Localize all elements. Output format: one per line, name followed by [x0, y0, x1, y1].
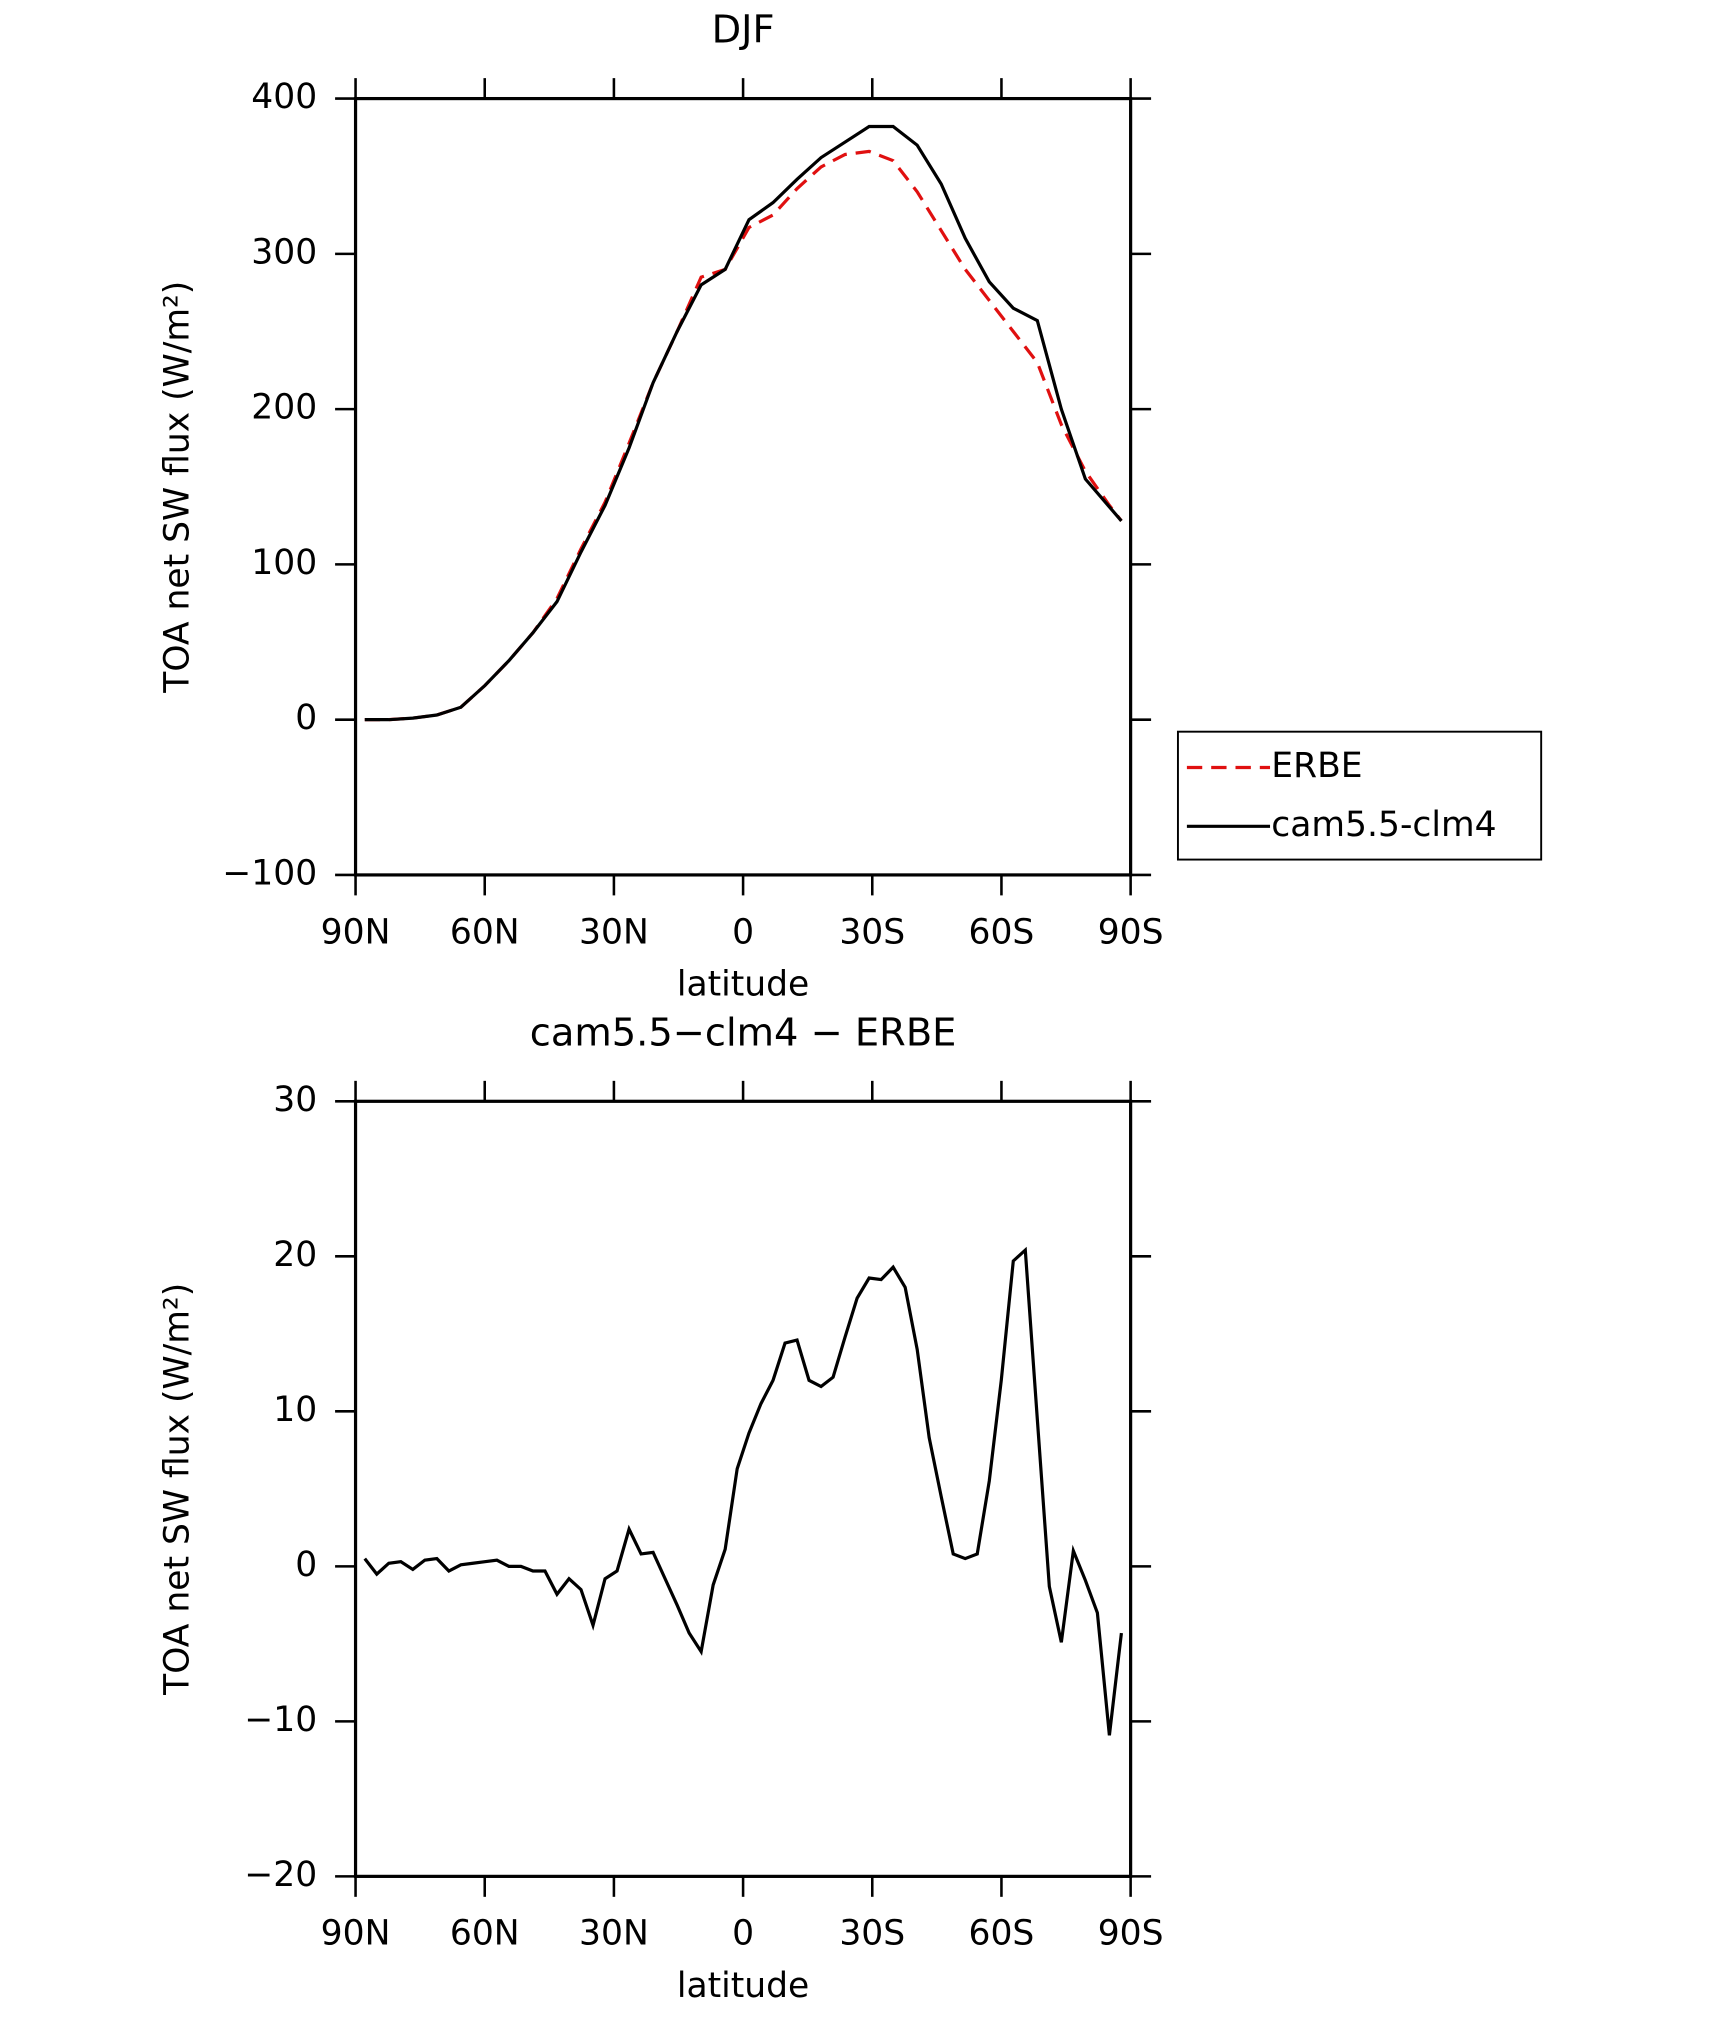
x-tick-label: 60N [450, 912, 520, 952]
x-tick-label: 0 [732, 912, 754, 952]
x-tick-label: 90S [1098, 1914, 1164, 1954]
x-tick-label: 30S [839, 912, 905, 952]
legend-label: cam5.5-clm4 [1271, 805, 1496, 845]
plot-frame [353, 96, 1133, 877]
y-tick-label: −20 [244, 1855, 317, 1895]
y-tick-label: 100 [251, 543, 317, 583]
x-axis-label: latitude [677, 1966, 809, 2006]
x-tick-label: 30N [579, 912, 649, 952]
x-tick-label: 30N [579, 1914, 649, 1954]
x-tick-label: 60N [450, 1914, 520, 1954]
y-tick-label: 0 [295, 698, 317, 738]
y-tick-label: 300 [251, 232, 317, 272]
x-tick-label: 90S [1098, 912, 1164, 952]
y-tick-label: 0 [295, 1545, 317, 1585]
x-tick-label: 60S [969, 912, 1035, 952]
y-tick-label: 200 [251, 388, 317, 428]
y-axis-label: TOA net SW flux (W/m²) [158, 1283, 198, 1696]
data-line [364, 124, 1123, 722]
x-tick-label: 30S [839, 1914, 905, 1954]
legend-box [1176, 730, 1543, 861]
x-tick-label: 90N [321, 1914, 391, 1954]
x-axis-label: latitude [677, 965, 809, 1005]
y-tick-label: 30 [273, 1080, 317, 1120]
x-tick-label: 0 [732, 1914, 754, 1954]
y-tick-label: 400 [251, 77, 317, 117]
chart-title: cam5.5−clm4 − ERBE [530, 1010, 957, 1055]
plot-frame [353, 1099, 1133, 1878]
data-line [364, 149, 1123, 722]
legend-label: ERBE [1271, 746, 1362, 786]
y-tick-label: 10 [273, 1390, 317, 1430]
x-tick-label: 60S [969, 1914, 1035, 1954]
y-tick-label: −100 [222, 853, 317, 893]
y-tick-label: −10 [244, 1700, 317, 1740]
data-line [363, 1246, 1123, 1736]
chart-title: DJF [712, 8, 775, 53]
y-tick-label: 20 [273, 1235, 317, 1275]
x-tick-label: 90N [321, 912, 391, 952]
y-axis-label: TOA net SW flux (W/m²) [158, 281, 198, 694]
